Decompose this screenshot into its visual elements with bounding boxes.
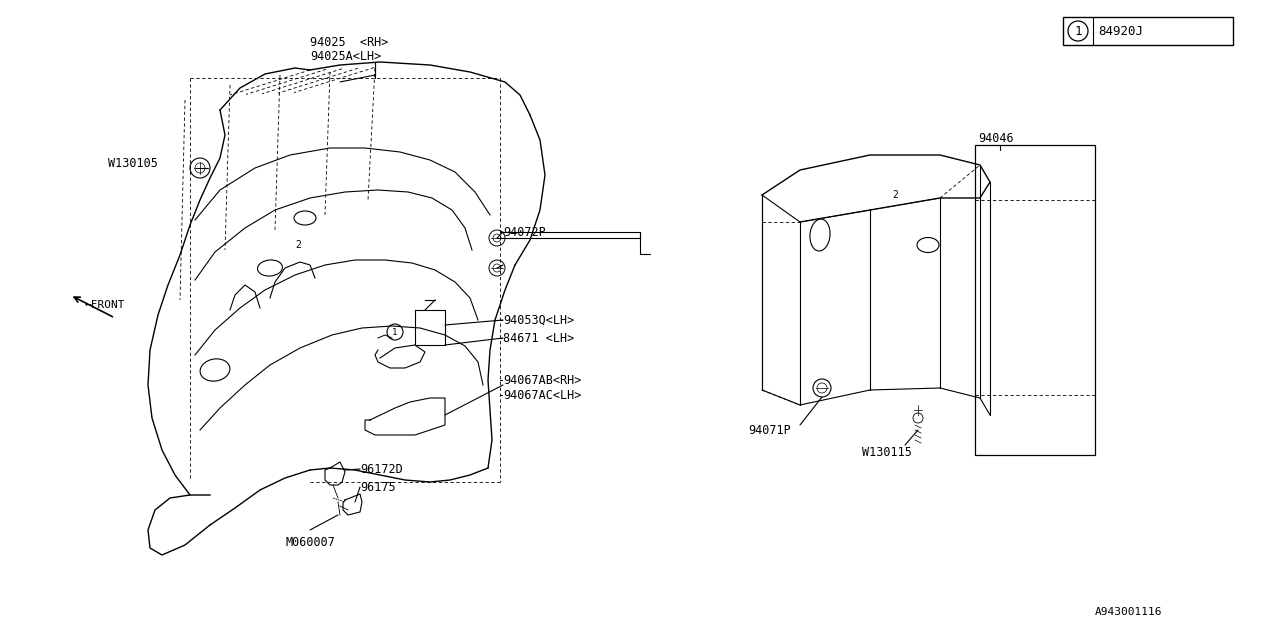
Text: 94071P: 94071P xyxy=(748,424,791,436)
Text: A943001116: A943001116 xyxy=(1094,607,1162,617)
Text: 1: 1 xyxy=(1074,24,1082,38)
Text: 94046: 94046 xyxy=(978,131,1014,145)
Text: 2: 2 xyxy=(296,240,301,250)
Text: 94067AB<RH>: 94067AB<RH> xyxy=(503,374,581,387)
Bar xyxy=(975,145,1094,455)
Text: 94067AC<LH>: 94067AC<LH> xyxy=(503,388,581,401)
Text: W130105: W130105 xyxy=(108,157,157,170)
Text: M060007: M060007 xyxy=(285,536,335,550)
Bar xyxy=(1062,17,1233,45)
Text: 2: 2 xyxy=(892,190,899,200)
Text: 1: 1 xyxy=(392,328,398,337)
Text: ←FRONT: ←FRONT xyxy=(84,300,125,310)
Text: 84920J: 84920J xyxy=(1098,24,1143,38)
Text: 96172D: 96172D xyxy=(360,463,403,476)
Text: 94072P: 94072P xyxy=(503,225,545,239)
Text: 94025A<LH>: 94025A<LH> xyxy=(310,49,381,63)
Text: 94053Q<LH>: 94053Q<LH> xyxy=(503,314,575,326)
Text: 84671 <LH>: 84671 <LH> xyxy=(503,332,575,344)
Text: 94025  <RH>: 94025 <RH> xyxy=(310,35,388,49)
Text: W130115: W130115 xyxy=(861,445,911,458)
Text: 96175: 96175 xyxy=(360,481,396,493)
